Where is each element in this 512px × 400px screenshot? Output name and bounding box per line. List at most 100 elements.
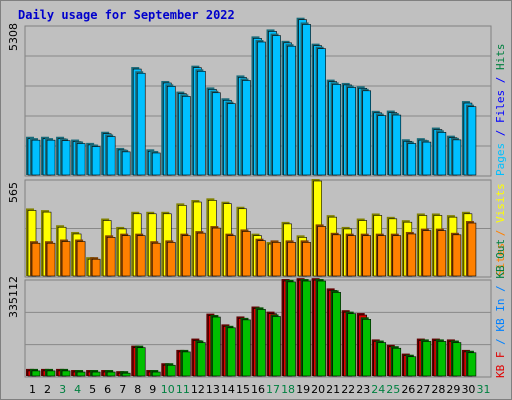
day-label: 1: [29, 383, 36, 396]
sites-bar: [227, 235, 236, 277]
day-label: 20: [311, 383, 325, 396]
kbout-bar: [362, 319, 372, 377]
day-label: 10: [161, 383, 175, 396]
mid-legend: Sites / Visits: [494, 183, 507, 276]
sites-bar: [377, 235, 387, 277]
files-bar: [452, 139, 462, 176]
legend-entry: /: [494, 70, 507, 90]
day-label: 23: [356, 383, 370, 396]
files-bar: [317, 48, 326, 176]
legend-entry: /: [494, 123, 507, 143]
sites-bar: [287, 242, 296, 277]
sites-bar: [106, 237, 116, 277]
bot-legend: KB F / KB In / KB Out: [494, 239, 507, 378]
kbout-bar: [437, 341, 447, 377]
legend-entry: Visits: [494, 183, 507, 223]
kbout-bar: [61, 370, 71, 377]
day-label: 9: [149, 383, 156, 396]
sites-bar: [257, 240, 266, 277]
legend-entry: Hits: [494, 44, 507, 71]
sites-bar: [452, 234, 462, 277]
day-label: 28: [431, 383, 445, 396]
sites-bar: [362, 235, 372, 277]
visits-sites-panel: [24, 179, 492, 278]
sites-bar: [467, 222, 477, 277]
day-label: 25: [386, 383, 400, 396]
sites-bar: [197, 232, 206, 277]
sites-bar: [121, 235, 131, 277]
legend-entry: KB Out: [494, 239, 507, 279]
legend-entry: Files: [494, 90, 507, 123]
legend-entry: Pages: [494, 143, 507, 176]
files-bar: [332, 84, 341, 176]
day-label: 13: [206, 383, 220, 396]
sites-bar: [392, 235, 402, 277]
files-bar: [151, 152, 161, 176]
day-label: 21: [326, 383, 340, 396]
files-bar: [422, 141, 432, 176]
mid-ymax-label: 565: [7, 182, 20, 203]
files-bar: [362, 90, 372, 176]
day-label: 29: [446, 383, 460, 396]
sites-bar: [91, 258, 101, 277]
kbout-bar: [302, 280, 311, 377]
sites-bar: [317, 226, 326, 277]
day-label: 6: [104, 383, 111, 396]
files-bar: [106, 136, 116, 176]
day-label: 8: [134, 383, 141, 396]
files-bar: [257, 41, 266, 176]
files-bar: [61, 140, 71, 176]
hits-files-pages-panel: [24, 17, 492, 177]
kilobytes-panel: [24, 278, 492, 378]
sites-bar: [347, 235, 356, 277]
kbout-bar: [317, 280, 326, 377]
kbout-bar: [212, 316, 221, 377]
day-label: 30: [461, 383, 475, 396]
kbout-bar: [467, 352, 477, 377]
day-label: 2: [44, 383, 51, 396]
sites-bar: [136, 235, 146, 277]
kbout-bar: [452, 342, 462, 377]
day-label: 17: [266, 383, 280, 396]
kbout-bar: [257, 309, 266, 377]
sites-bar: [61, 241, 71, 277]
files-bar: [467, 106, 477, 176]
day-label: 18: [281, 383, 295, 396]
files-bar: [31, 139, 41, 176]
day-axis: 1 2 3 4 5 6 7 8 9 10 11 12 13 14 15 16 17 18 19 20 21 22 23 24 2…: [29, 383, 490, 396]
files-bar: [242, 80, 251, 176]
day-label: 24: [371, 383, 385, 396]
files-bar: [272, 35, 281, 176]
files-bar: [407, 143, 417, 176]
sites-bar: [242, 231, 251, 277]
day-label: 4: [74, 383, 81, 396]
day-label: 12: [191, 383, 205, 396]
kbout-bar: [287, 281, 296, 377]
kbout-bar: [392, 347, 402, 377]
sites-bar: [212, 227, 221, 277]
files-bar: [91, 146, 101, 176]
day-label: 16: [251, 383, 265, 396]
day-label: 26: [401, 383, 415, 396]
kbout-bar: [377, 342, 387, 377]
day-label: 3: [59, 383, 66, 396]
day-label: 7: [119, 383, 126, 396]
files-bar: [121, 151, 131, 176]
files-bar: [212, 92, 221, 176]
top-legend: Pages / Files / Hits: [494, 44, 507, 177]
files-bar: [76, 143, 86, 176]
sites-bar: [46, 242, 56, 277]
sites-bar: [31, 242, 41, 277]
files-bar: [437, 132, 447, 176]
kbout-bar: [166, 364, 176, 377]
bot-ymax-label: 335112: [7, 276, 20, 318]
sites-bar: [332, 234, 341, 277]
sites-bar: [182, 235, 191, 277]
kbout-bar: [332, 292, 341, 377]
sites-bar: [272, 242, 281, 277]
kbout-bar: [121, 372, 131, 377]
kbout-bar: [407, 356, 417, 377]
files-bar: [136, 72, 146, 176]
day-label: 19: [296, 383, 310, 396]
